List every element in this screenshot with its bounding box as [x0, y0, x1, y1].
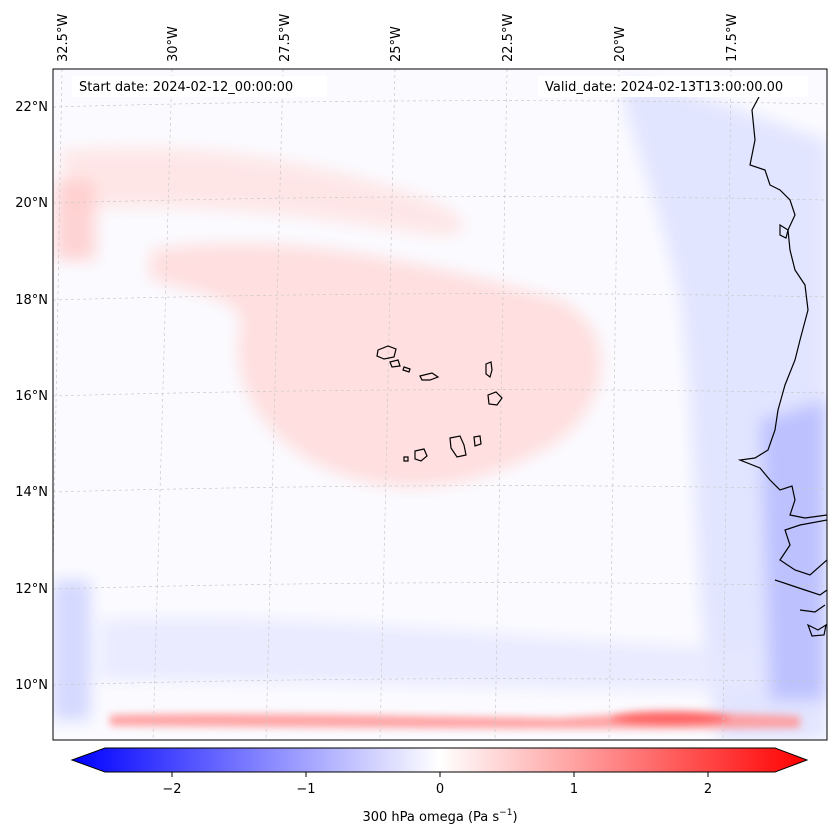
lon-label-27-5w: 27.5°W — [278, 14, 293, 62]
negative-omega-south — [100, 617, 760, 690]
map-panel: Start date: 2024-02-12_00:00:00 Valid_da… — [52, 68, 828, 741]
valid-date-box — [538, 76, 808, 97]
lat-label-10n: 10°N — [15, 678, 48, 693]
positive-omega-west — [55, 180, 95, 260]
graticule — [53, 69, 827, 740]
africa-coastline-south — [779, 519, 827, 576]
omega-field — [53, 80, 827, 740]
start-date-box — [72, 76, 327, 97]
positive-omega-max — [610, 711, 730, 725]
island-sal — [485, 361, 493, 379]
valid-date-label: Valid_date: 2024-02-13T13:00:00.00 — [545, 80, 783, 95]
africa-coastline — [737, 94, 827, 519]
colorbar-bar — [70, 747, 809, 773]
lon-label-20w: 20°W — [613, 26, 628, 62]
negative-omega-west — [53, 580, 90, 720]
lon-label-30w: 30°W — [166, 26, 181, 62]
lon-label-22-5w: 22.5°W — [501, 14, 516, 62]
lat-label-18n: 18°N — [15, 293, 48, 308]
lon-label-17-5w: 17.5°W — [725, 14, 740, 62]
island-santiago — [449, 435, 467, 458]
lat-label-22n: 22°N — [15, 100, 48, 115]
coastlines — [376, 94, 827, 637]
map-frame — [52, 68, 828, 741]
colorbar-tick-label: −1 — [296, 782, 315, 797]
lat-label-20n: 20°N — [15, 196, 48, 211]
negative-omega-coast — [760, 400, 827, 700]
island-sao-vicente — [389, 359, 401, 368]
colorbar-tick-label: 1 — [570, 782, 578, 797]
lon-label-25w: 25°W — [389, 26, 404, 62]
lat-label-16n: 16°N — [15, 389, 48, 404]
island-brava — [403, 456, 409, 462]
positive-omega-band — [150, 243, 602, 487]
colorbar-tick-label: −2 — [162, 782, 181, 797]
longitude-labels: 32.5°W 30°W 27.5°W 25°W 22.5°W 20°W 17.5… — [56, 14, 740, 62]
positive-omega-streak — [60, 147, 464, 236]
lat-label-12n: 12°N — [15, 582, 48, 597]
island-maio — [473, 435, 482, 447]
island-boa-vista — [487, 391, 503, 406]
colorbar-tick-label: 0 — [436, 782, 444, 797]
island-santo-antao — [376, 345, 397, 360]
colorbar-tick-label: 2 — [704, 782, 712, 797]
lat-label-14n: 14°N — [15, 485, 48, 500]
island-sao-nicolau — [419, 372, 440, 381]
start-date-label: Start date: 2024-02-12_00:00:00 — [79, 80, 293, 95]
island-fogo — [414, 448, 428, 462]
lon-label-32-5w: 32.5°W — [56, 14, 71, 62]
colorbar: −2 −1 0 1 2 300 hPa omega (Pa s−1) — [70, 747, 809, 825]
colorbar-ticks: −2 −1 0 1 2 — [162, 772, 712, 797]
latitude-labels: 22°N 20°N 18°N 16°N 14°N 12°N 10°N — [15, 100, 48, 693]
colorbar-label: 300 hPa omega (Pa s−1) — [362, 808, 517, 825]
